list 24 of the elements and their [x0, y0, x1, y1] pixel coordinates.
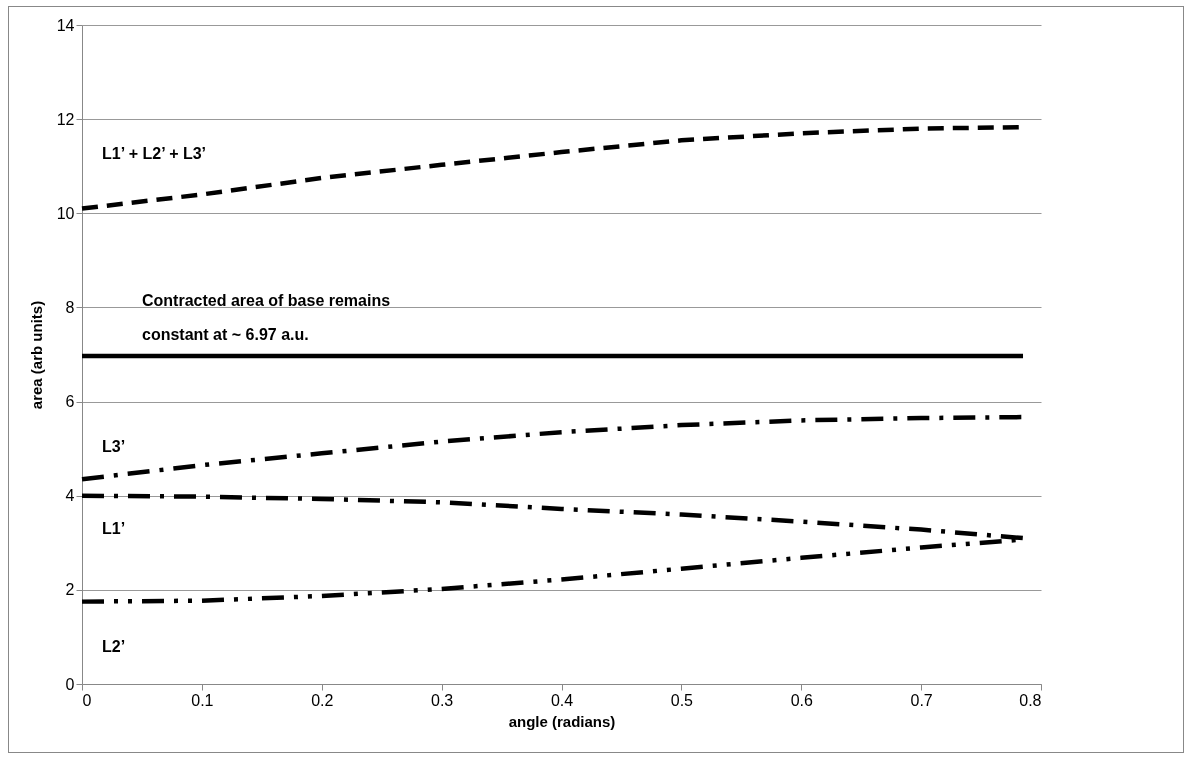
y-tick-label: 8: [65, 298, 75, 316]
y-tick-label: 2: [65, 581, 75, 599]
text: L2’: [102, 637, 126, 655]
y-tick-label: 6: [65, 393, 75, 411]
x-axis-title: angle (radians): [508, 712, 616, 730]
x-tick-label: 0.8: [1019, 691, 1042, 709]
annotation: Contracted area of base remains constant at ~ 6.97 a.u.: [142, 292, 391, 343]
series-label: L1’: [102, 519, 126, 537]
y-tick-label: 12: [56, 110, 75, 128]
x-tick-label: 0: [82, 691, 92, 709]
series-label: L3’: [102, 438, 126, 456]
x-tick-label: 0.4: [550, 691, 574, 709]
y-tick-label: 4: [65, 487, 75, 505]
y-tick-label: 0: [65, 675, 75, 693]
x-tick-label: 0.1: [191, 691, 214, 709]
y-tick-label: 10: [56, 204, 75, 222]
x-tick-label: 0.3: [431, 691, 454, 709]
x-tick-label: 0.5: [670, 691, 694, 709]
x-tick-label: 0.7: [910, 691, 933, 709]
x-tick-label: 0.2: [311, 691, 334, 709]
y-axis-title: area (arb units): [27, 300, 45, 410]
y-tick-label: 14: [56, 16, 75, 34]
text: L1’ + L2’ + L3’: [102, 144, 207, 162]
x-tick-label: 0.6: [790, 691, 813, 709]
